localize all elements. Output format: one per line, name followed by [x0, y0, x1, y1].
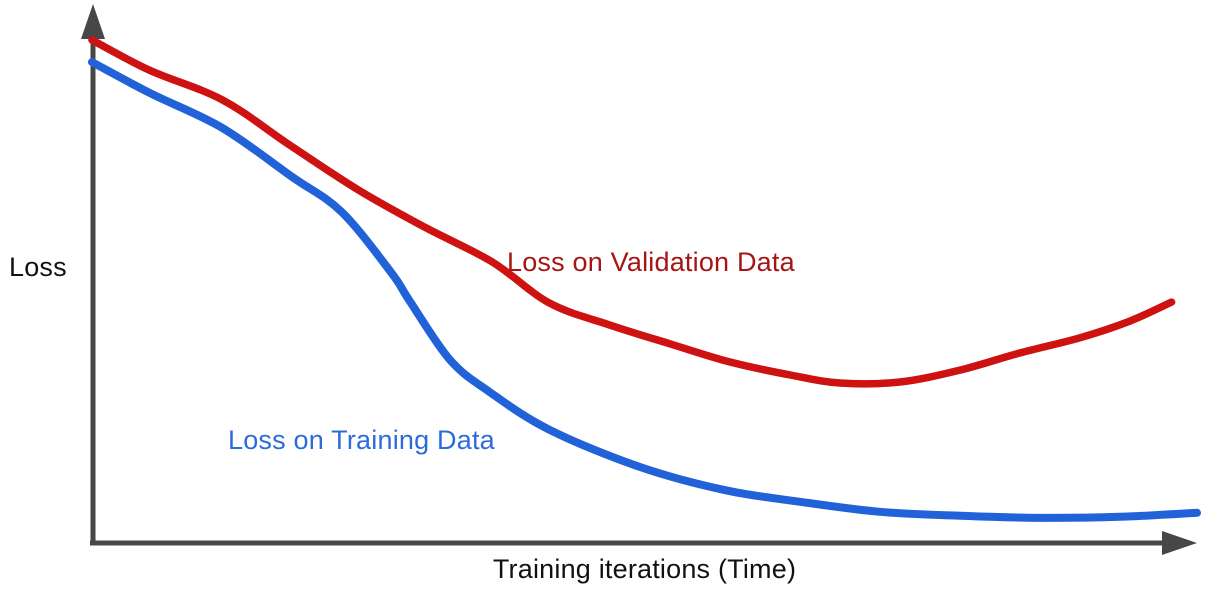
training-loss-curve [88, 58, 1201, 522]
validation-loss-curve [88, 36, 1176, 388]
x-axis [90, 531, 1197, 555]
validation-curve-label: Loss on Validation Data [507, 247, 795, 277]
y-axis-arrow-icon [81, 4, 105, 39]
y-axis [81, 4, 105, 545]
training-curve-label: Loss on Training Data [228, 425, 495, 455]
x-axis-label: Training iterations (Time) [492, 554, 797, 584]
x-axis-arrow-icon [1162, 531, 1197, 555]
y-axis-label: Loss [9, 252, 67, 282]
